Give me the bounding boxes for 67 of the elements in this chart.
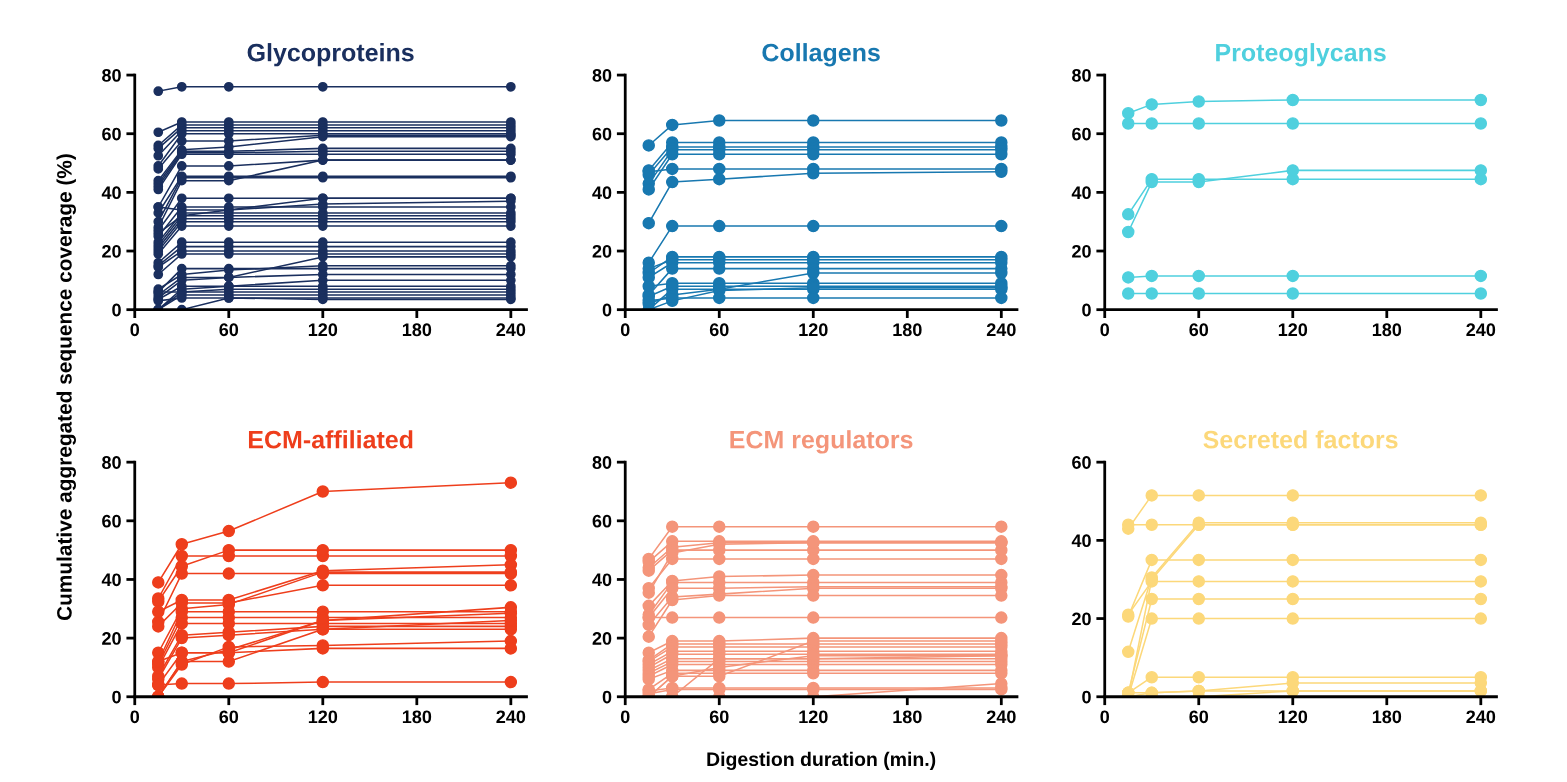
y-tick-label: 40 [592, 186, 612, 200]
x-tick-label: 120 [308, 710, 338, 724]
y-tick-label: 60 [102, 127, 121, 141]
y-tick-label: 80 [592, 69, 612, 82]
x-tick-label: 120 [1278, 323, 1308, 337]
y-tick-label: 20 [102, 632, 121, 645]
y-tick-label: 40 [1071, 186, 1091, 200]
y-tick-label: 0 [602, 690, 612, 704]
y-tick-label: 0 [112, 303, 121, 317]
x-tick-label: 60 [219, 323, 239, 337]
y-tick-label: 80 [1072, 69, 1091, 82]
y-tick-label: 40 [592, 573, 612, 587]
y-tick-label: 20 [592, 244, 612, 258]
y-tick-label: 20 [102, 244, 121, 258]
x-tick-label: 180 [402, 323, 432, 337]
y-tick-label: 80 [102, 69, 121, 82]
y-tick-label: 60 [1072, 127, 1091, 141]
x-tick-label: 180 [402, 710, 432, 724]
x-tick-label: 0 [130, 323, 140, 337]
x-tick-label: 0 [620, 710, 630, 724]
y-tick-label: 20 [1072, 244, 1091, 258]
x-tick-label: 180 [893, 323, 922, 337]
x-tick-label: 60 [709, 710, 729, 724]
x-tick-label: 240 [986, 323, 1016, 337]
y-tick-label: 80 [592, 456, 612, 469]
x-tick-label: 60 [1189, 710, 1209, 724]
y-axis-title: Cumulative aggregated sequence coverage (%) [56, 154, 76, 621]
y-tick-label: 0 [112, 690, 121, 704]
x-tick-label: 240 [496, 323, 526, 337]
x-tick-label: 240 [496, 710, 526, 724]
x-tick-label: 120 [799, 710, 828, 724]
y-tick-label: 40 [101, 186, 121, 200]
y-tick-label: 20 [1072, 612, 1091, 626]
y-tick-label: 60 [102, 514, 121, 528]
chart-title: Collagens [762, 43, 880, 67]
x-tick-label: 120 [799, 323, 828, 337]
x-tick-label: 60 [709, 323, 729, 337]
chart-title: ECM-affiliated [248, 430, 413, 449]
x-tick-label: 180 [1372, 323, 1402, 337]
chart-title: Glycoproteins [247, 43, 414, 67]
y-tick-label: 60 [1072, 456, 1091, 469]
y-tick-label: 60 [592, 127, 612, 141]
x-tick-label: 0 [130, 710, 140, 724]
chart-title: Proteoglycans [1216, 43, 1386, 67]
y-tick-label: 40 [1071, 534, 1091, 548]
chart-title: ECM regulators [730, 430, 913, 454]
y-tick-label: 0 [1082, 690, 1091, 704]
x-tick-label: 120 [308, 323, 338, 337]
y-tick-label: 60 [592, 514, 612, 528]
x-tick-label: 240 [986, 710, 1016, 724]
x-tick-label: 0 [620, 323, 630, 337]
x-tick-label: 240 [1466, 710, 1496, 724]
x-tick-label: 60 [1189, 323, 1209, 337]
x-tick-label: 60 [219, 710, 239, 724]
x-tick-label: 0 [1100, 323, 1110, 337]
y-tick-label: 0 [602, 303, 612, 317]
y-tick-label: 80 [102, 456, 121, 469]
x-tick-label: 180 [893, 710, 922, 724]
x-tick-label: 240 [1466, 323, 1496, 337]
y-tick-label: 0 [1082, 303, 1091, 317]
x-tick-label: 0 [1100, 710, 1110, 724]
x-tick-label: 120 [1278, 710, 1308, 724]
x-axis-title: Digestion duration (min.) [707, 751, 936, 770]
y-tick-label: 20 [592, 632, 612, 645]
chart-title: Secreted factors [1203, 430, 1398, 449]
y-tick-label: 40 [101, 573, 121, 587]
x-tick-label: 180 [1372, 710, 1402, 724]
